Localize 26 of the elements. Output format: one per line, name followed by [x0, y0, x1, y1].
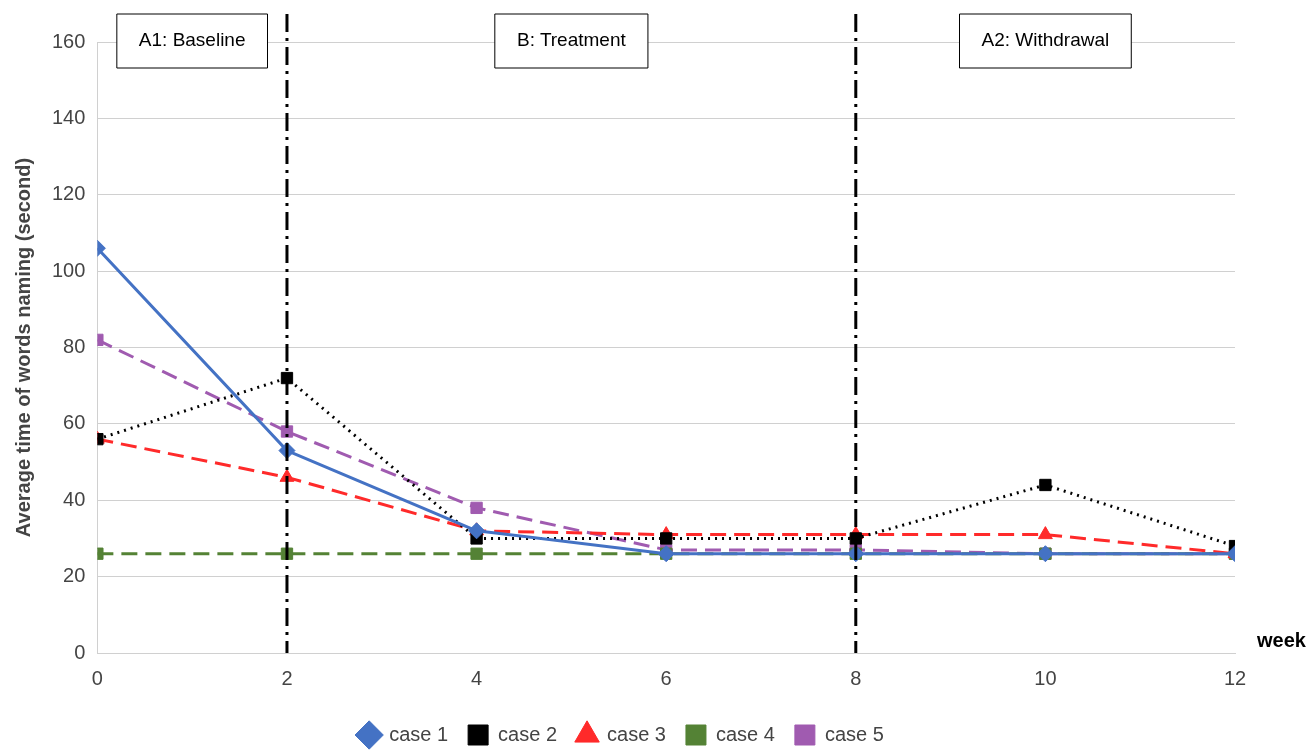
y-tick-label: 40 — [63, 487, 86, 510]
annotation: A1: Baseline — [138, 29, 246, 51]
legend-label: case 1 — [389, 722, 449, 745]
y-axis-title: Average time of words naming (second) — [11, 157, 34, 538]
x-tick-label: 2 — [281, 666, 293, 689]
y-tick-label: 100 — [51, 258, 86, 281]
x-axis-title: week — [1256, 628, 1307, 651]
x-tick-label: 8 — [850, 666, 862, 689]
legend-label: case 5 — [824, 722, 884, 745]
x-tick-label: 4 — [471, 666, 483, 689]
legend-label: case 4 — [715, 722, 775, 745]
x-tick-label: 0 — [91, 666, 103, 689]
y-tick-label: 140 — [51, 105, 86, 128]
y-tick-label: 120 — [51, 182, 86, 205]
y-tick-label: 60 — [63, 411, 86, 434]
legend-label: case 2 — [498, 722, 558, 745]
x-tick-label: 12 — [1223, 666, 1247, 689]
y-tick-label: 80 — [63, 335, 86, 358]
x-tick-label: 10 — [1034, 666, 1057, 689]
x-tick-label: 6 — [660, 666, 672, 689]
y-tick-label: 0 — [74, 640, 86, 663]
y-tick-label: 20 — [63, 564, 86, 587]
annotation: B: Treatment — [516, 29, 627, 51]
legend-label: case 3 — [607, 722, 666, 745]
annotation: A2: Withdrawal — [981, 29, 1110, 51]
y-tick-label: 160 — [51, 29, 86, 52]
